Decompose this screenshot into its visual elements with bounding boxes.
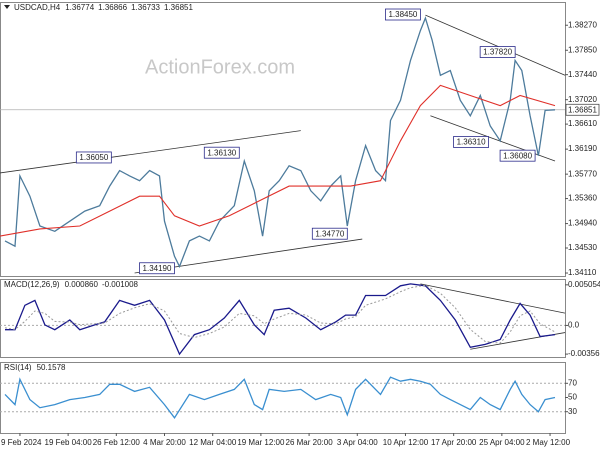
y-tick-label: 1.37020 — [568, 95, 597, 104]
current-price-box — [565, 103, 600, 116]
trend-line — [425, 14, 566, 76]
x-tick-label: 9 Feb 2024 — [1, 438, 42, 447]
annotation-label: 1.34770 — [315, 229, 344, 238]
annotation-label: 1.36050 — [79, 153, 108, 162]
x-tick-label: 10 Apr 12:00 — [383, 438, 429, 447]
panel-frame — [0, 279, 566, 358]
annotation-label: 1.38450 — [388, 10, 417, 19]
panel-title: MACD(12,26,9) — [4, 280, 60, 289]
trend-line — [0, 130, 301, 174]
series-line — [0, 84, 556, 237]
annotation-box — [203, 146, 240, 159]
y-tick-label: 1.36190 — [568, 144, 597, 153]
readout: 1.36733 — [131, 3, 160, 12]
annotation-box — [453, 136, 489, 148]
y-tick-label: 1.37850 — [568, 45, 597, 54]
series-line — [4, 16, 556, 269]
panel-frame — [0, 2, 566, 277]
y-tick-label: 1.35770 — [568, 169, 597, 178]
readout: 50.1578 — [37, 363, 66, 372]
series-line — [4, 284, 556, 344]
y-tick-label: 1.35360 — [568, 194, 597, 203]
trend-line — [420, 283, 566, 314]
y-tick-label: 1.34530 — [568, 243, 597, 252]
annotation-label: 1.36310 — [457, 138, 486, 147]
readout: -0.001008 — [102, 280, 139, 289]
annotation-box — [385, 8, 421, 21]
current-price-label: 1.36851 — [568, 105, 597, 114]
y-tick-label: 0.0 — [568, 321, 580, 330]
y-tick-label: 1.34110 — [568, 268, 597, 277]
annotation-label: 1.36080 — [503, 151, 532, 160]
series-line — [4, 376, 556, 419]
annotation-box — [479, 46, 516, 58]
annotation-box — [499, 149, 536, 162]
annotation-box — [311, 227, 348, 240]
x-tick-label: 2 May 12:00 — [526, 438, 571, 447]
y-tick-label: 1.37440 — [568, 70, 597, 79]
x-tick-label: 4 Mar 20:00 — [143, 438, 186, 447]
y-tick-label: 70 — [568, 378, 577, 387]
y-tick-label: -0.003569 — [568, 349, 600, 358]
panel-title: RSI(14) — [4, 363, 32, 372]
y-tick-label: 50 — [568, 393, 577, 402]
annotation-box — [75, 151, 112, 164]
x-tick-label: 26 Feb 12:00 — [93, 438, 141, 447]
x-tick-label: 19 Mar 12:00 — [237, 438, 285, 447]
annotation-label: 1.36130 — [207, 148, 236, 157]
annotation-box — [139, 262, 175, 275]
watermark: ActionForex.com — [145, 56, 295, 78]
annotation-label: 1.34190 — [143, 264, 172, 273]
x-tick-label: 3 Apr 04:00 — [337, 438, 378, 447]
y-tick-label: 0.005054 — [568, 280, 600, 289]
annotation-label: 1.37820 — [483, 48, 512, 57]
x-tick-label: 26 Mar 20:00 — [286, 438, 334, 447]
x-tick-label: 12 Mar 04:00 — [189, 438, 237, 447]
readout: 0.000860 — [65, 280, 99, 289]
y-tick-label: 1.36610 — [568, 119, 597, 128]
x-tick-label: 17 Apr 20:00 — [431, 438, 477, 447]
series-line — [5, 283, 556, 356]
x-tick-label: 19 Feb 04:00 — [45, 438, 93, 447]
readout: 1.36851 — [164, 3, 193, 12]
readout: 1.36774 — [65, 3, 94, 12]
y-tick-label: 1.38270 — [568, 20, 597, 29]
menu-arrow — [4, 5, 10, 9]
y-tick-label: 1.34940 — [568, 219, 597, 228]
panel-title: USDCAD,H4 — [14, 3, 61, 12]
y-tick-label: 30 — [568, 407, 577, 416]
x-tick-label: 25 Apr 04:00 — [479, 438, 525, 447]
readout: 1.36866 — [98, 3, 127, 12]
